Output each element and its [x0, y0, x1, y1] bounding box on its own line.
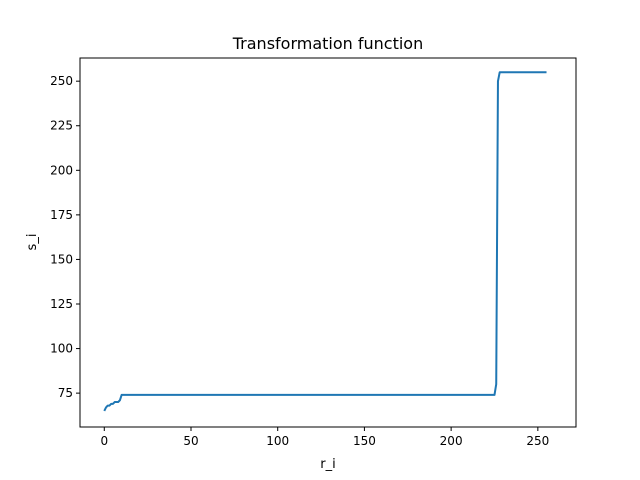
series-line-0 [103, 71, 547, 412]
y-tick-label: 75 [58, 386, 73, 400]
y-tick-label: 125 [50, 297, 73, 311]
plot-area [79, 57, 577, 428]
x-tick-label: 0 [100, 434, 108, 448]
chart-title: Transformation function [232, 34, 423, 53]
x-tick-label: 250 [526, 434, 549, 448]
x-tick-label: 200 [440, 434, 463, 448]
y-tick-label: 175 [50, 208, 73, 222]
x-tick-label: 50 [183, 434, 198, 448]
y-tick-label: 225 [50, 119, 73, 133]
x-axis-label: r_i [320, 457, 335, 472]
axes-frame [79, 57, 577, 428]
y-tick-label: 200 [50, 163, 73, 177]
series-layer [103, 71, 547, 412]
x-tick-label: 150 [353, 434, 376, 448]
y-axis-ticks: 75 100 125 150 175 200 225 250 [50, 74, 80, 400]
y-tick-label: 100 [50, 342, 73, 356]
y-axis-label: s_i [25, 234, 40, 251]
x-tick-label: 100 [266, 434, 289, 448]
y-tick-label: 250 [50, 74, 73, 88]
y-tick-label: 150 [50, 252, 73, 266]
x-axis-ticks: 0 50 100 150 200 250 [100, 427, 549, 448]
